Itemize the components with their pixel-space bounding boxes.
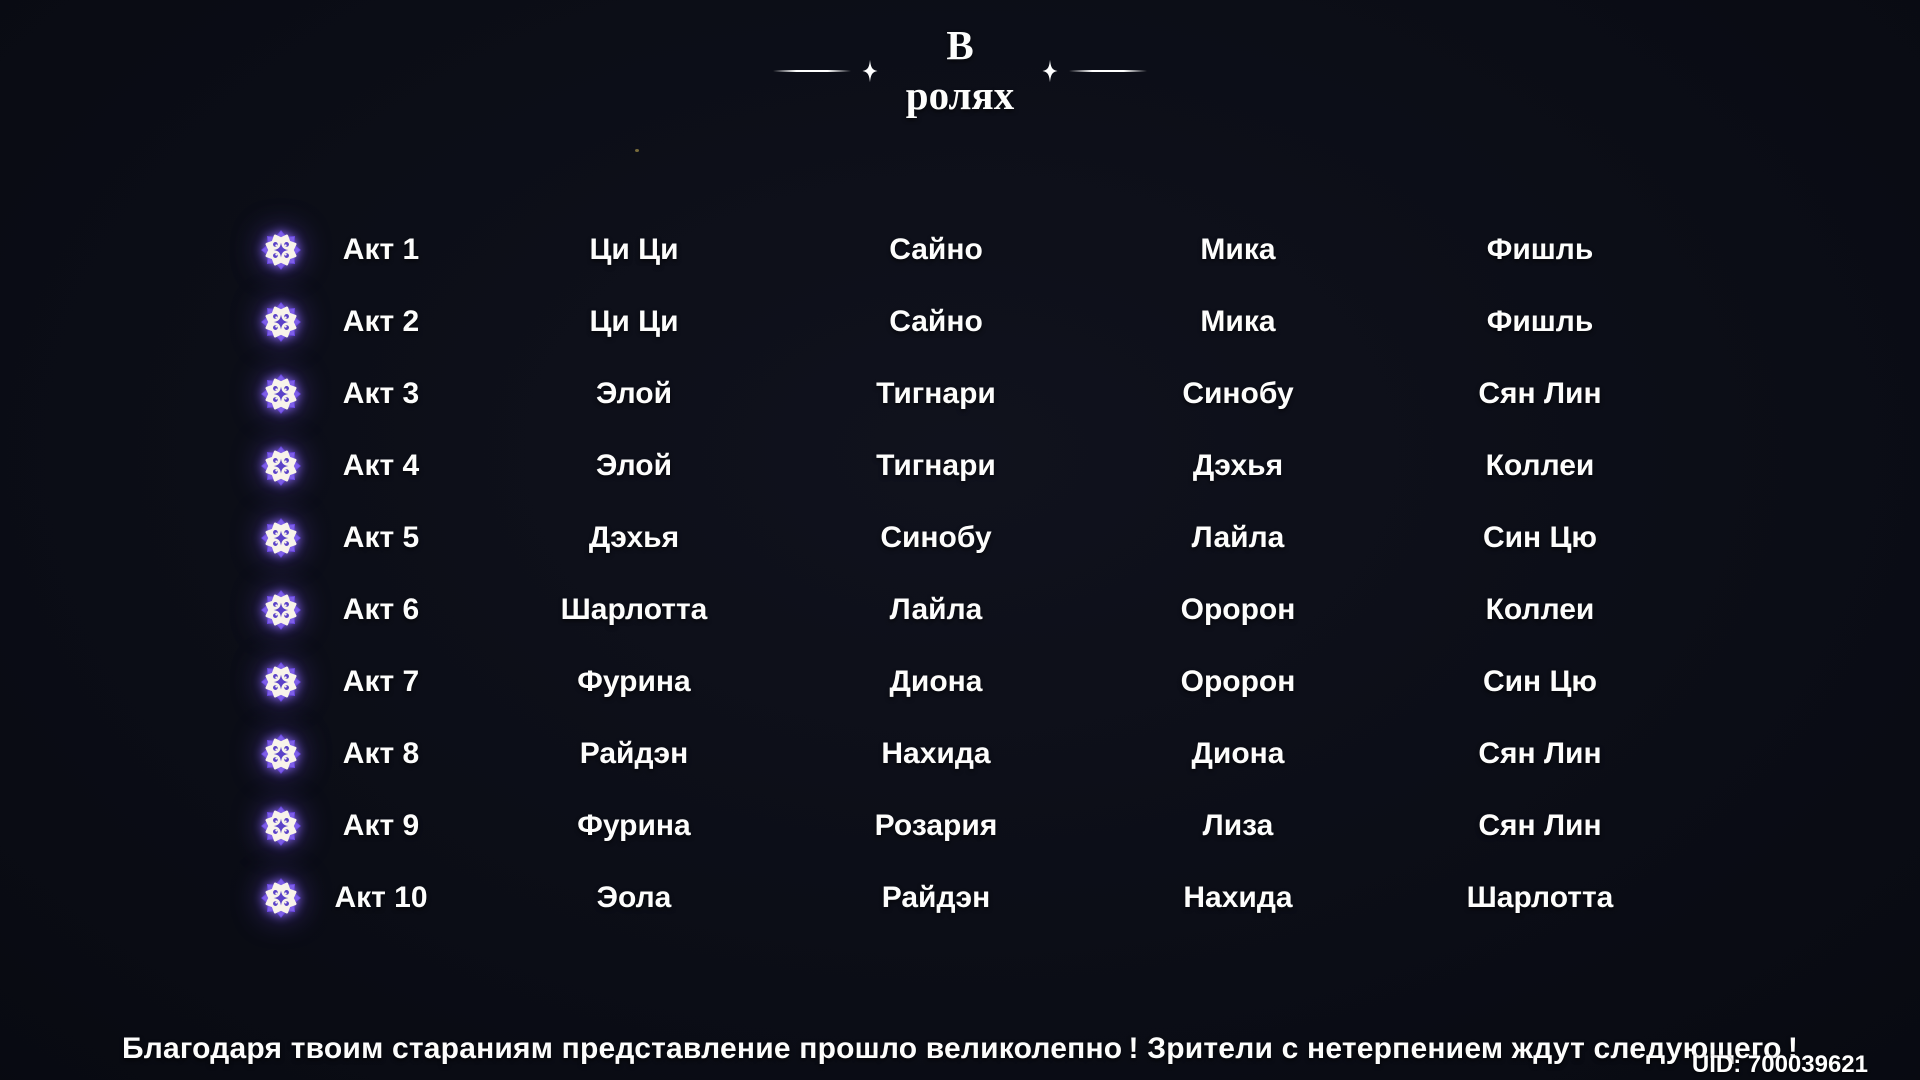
cast-name: Сян Лин	[1478, 809, 1602, 842]
act-badge-cell	[241, 301, 321, 343]
cast-row: Акт 4 Элой Тигнари Дэхья Коллеи	[0, 430, 1920, 502]
page-title: В ролях	[0, 20, 1920, 120]
cast-name: Лиза	[1202, 809, 1274, 842]
divider-line-right	[1069, 70, 1147, 72]
cast-name: Фишль	[1486, 233, 1594, 266]
cast-name: Диона	[889, 665, 983, 698]
act-badge-icon	[260, 445, 302, 487]
act-label: Акт 6	[342, 593, 420, 626]
cast-table: Акт 1 Ци Ци Сайно Мика Фишль Акт 2 Ци Ци…	[0, 214, 1920, 934]
act-badge-cell	[241, 517, 321, 559]
cast-name: Тигнари	[876, 377, 996, 410]
cast-name: Ци Ци	[589, 305, 679, 338]
act-label: Акт 10	[334, 881, 428, 914]
cast-name: Лайла	[889, 593, 983, 626]
cast-name: Элой	[595, 377, 673, 410]
cast-row: Акт 8 Райдэн Нахида Диона Сян Лин	[0, 718, 1920, 790]
cast-name: Сайно	[889, 305, 983, 338]
sparkle-star-right-icon	[1040, 58, 1060, 84]
cast-name: Шарлотта	[1466, 881, 1614, 914]
cast-row: Акт 10 Эола Райдэн Нахида Шарлотта	[0, 862, 1920, 934]
act-badge-icon	[260, 805, 302, 847]
cast-name: Коллеи	[1485, 449, 1595, 482]
footer-message: Благодаря твоим стараниям представление …	[121, 1032, 1799, 1065]
cast-name: Коллеи	[1485, 593, 1595, 626]
cast-name: Розария	[874, 809, 998, 842]
act-badge-cell	[241, 805, 321, 847]
cast-name: Оророн	[1180, 665, 1296, 698]
sparkle-star-left-icon	[860, 58, 880, 84]
cast-name: Сян Лин	[1478, 737, 1602, 770]
cast-name: Нахида	[1183, 881, 1293, 914]
act-badge-icon	[260, 733, 302, 775]
act-badge-cell	[241, 661, 321, 703]
cast-name: Тигнари	[876, 449, 996, 482]
title-flourish-right	[1040, 58, 1147, 84]
act-badge-cell	[241, 589, 321, 631]
cast-name: Лайла	[1191, 521, 1285, 554]
cast-name: Синобу	[880, 521, 992, 554]
act-label: Акт 4	[342, 449, 420, 482]
cast-name: Сян Лин	[1478, 377, 1602, 410]
cast-name: Мика	[1200, 233, 1276, 266]
cast-name: Сайно	[889, 233, 983, 266]
act-label: Акт 3	[342, 377, 420, 410]
cast-row: Акт 5 Дэхья Синобу Лайла Син Цю	[0, 502, 1920, 574]
act-badge-icon	[260, 301, 302, 343]
cast-name: Дэхья	[1192, 449, 1284, 482]
cast-name: Элой	[595, 449, 673, 482]
act-badge-icon	[260, 589, 302, 631]
cast-row: Акт 7 Фурина Диона Оророн Син Цю	[0, 646, 1920, 718]
cast-name: Шарлотта	[560, 593, 708, 626]
cast-name: Син Цю	[1482, 665, 1598, 698]
cast-name: Фишль	[1486, 305, 1594, 338]
act-badge-cell	[241, 877, 321, 919]
cast-name: Дэхья	[588, 521, 680, 554]
act-badge-cell	[241, 229, 321, 271]
act-badge-icon	[260, 661, 302, 703]
cast-name: Мика	[1200, 305, 1276, 338]
act-badge-icon	[260, 517, 302, 559]
cast-name: Диона	[1191, 737, 1285, 770]
cast-name: Нахида	[881, 737, 991, 770]
cast-name: Эола	[596, 881, 672, 914]
act-badge-icon	[260, 229, 302, 271]
uid-label: UID: 700039621	[1691, 1051, 1868, 1078]
cast-row: Акт 9 Фурина Розария Лиза Сян Лин	[0, 790, 1920, 862]
cast-name: Фурина	[577, 809, 691, 842]
act-label: Акт 7	[342, 665, 420, 698]
act-label: Акт 9	[342, 809, 420, 842]
background-particle	[635, 149, 639, 152]
cast-row: Акт 2 Ци Ци Сайно Мика Фишль	[0, 286, 1920, 358]
act-label: Акт 2	[342, 305, 420, 338]
page-title-line1: В	[946, 22, 974, 68]
cast-name: Фурина	[577, 665, 691, 698]
page-title-line2: ролях	[905, 72, 1015, 118]
act-label: Акт 8	[342, 737, 420, 770]
cast-name: Райдэн	[881, 881, 991, 914]
cast-name: Оророн	[1180, 593, 1296, 626]
cast-row: Акт 1 Ци Ци Сайно Мика Фишль	[0, 214, 1920, 286]
act-label: Акт 5	[342, 521, 420, 554]
cast-name: Ци Ци	[589, 233, 679, 266]
title-flourish-left	[773, 58, 880, 84]
cast-name: Синобу	[1182, 377, 1294, 410]
act-badge-icon	[260, 877, 302, 919]
act-label: Акт 1	[342, 233, 420, 266]
cast-name: Син Цю	[1482, 521, 1598, 554]
divider-line-left	[773, 70, 851, 72]
cast-row: Акт 6 Шарлотта Лайла Оророн Коллеи	[0, 574, 1920, 646]
act-badge-cell	[241, 373, 321, 415]
act-badge-cell	[241, 445, 321, 487]
act-badge-cell	[241, 733, 321, 775]
act-badge-icon	[260, 373, 302, 415]
cast-row: Акт 3 Элой Тигнари Синобу Сян Лин	[0, 358, 1920, 430]
cast-name: Райдэн	[579, 737, 689, 770]
